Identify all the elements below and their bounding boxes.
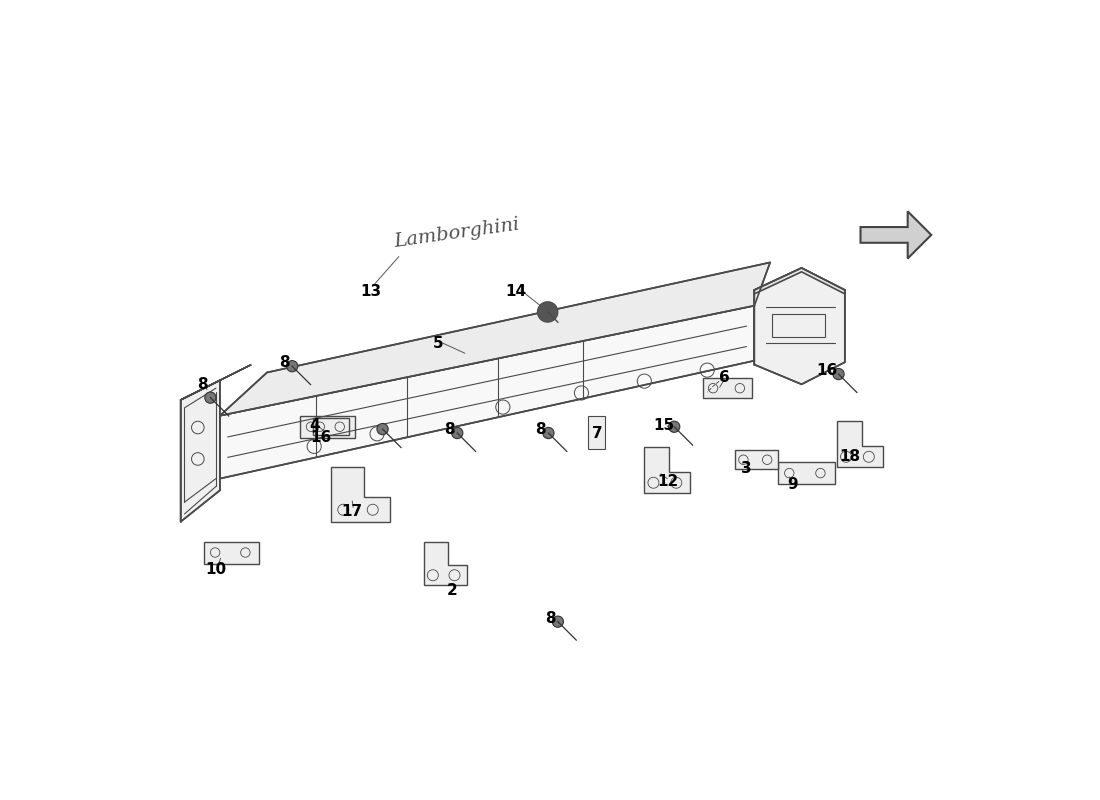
- Text: 18: 18: [839, 449, 861, 464]
- Text: 16: 16: [816, 362, 837, 378]
- Text: 9: 9: [786, 478, 798, 492]
- Polygon shape: [645, 447, 690, 493]
- Polygon shape: [220, 306, 755, 478]
- Text: 8: 8: [197, 377, 208, 392]
- Circle shape: [452, 427, 463, 438]
- Text: 15: 15: [653, 418, 674, 433]
- FancyBboxPatch shape: [735, 450, 778, 469]
- Circle shape: [542, 427, 554, 438]
- Text: 16: 16: [310, 430, 331, 446]
- Polygon shape: [425, 542, 468, 585]
- Circle shape: [538, 302, 558, 322]
- Polygon shape: [860, 211, 932, 258]
- Polygon shape: [331, 467, 390, 522]
- Text: 12: 12: [658, 474, 679, 490]
- Circle shape: [377, 423, 388, 434]
- Text: 2: 2: [447, 582, 458, 598]
- Text: 8: 8: [279, 354, 289, 370]
- Text: 8: 8: [444, 422, 454, 438]
- FancyBboxPatch shape: [312, 418, 349, 435]
- Text: 4: 4: [309, 418, 319, 433]
- Text: 8: 8: [544, 611, 556, 626]
- Text: 5: 5: [433, 336, 443, 351]
- Text: 10: 10: [206, 562, 227, 577]
- FancyBboxPatch shape: [703, 378, 752, 398]
- Circle shape: [669, 421, 680, 432]
- FancyBboxPatch shape: [587, 416, 605, 449]
- Text: 14: 14: [506, 284, 527, 299]
- Text: 13: 13: [360, 284, 382, 299]
- Text: Lamborghini: Lamborghini: [393, 215, 520, 250]
- Text: 3: 3: [741, 461, 751, 476]
- Text: 17: 17: [341, 504, 363, 519]
- Polygon shape: [180, 365, 251, 400]
- FancyBboxPatch shape: [205, 542, 260, 563]
- Polygon shape: [755, 268, 845, 294]
- Text: 7: 7: [592, 426, 603, 441]
- Polygon shape: [220, 262, 770, 416]
- Circle shape: [205, 392, 216, 403]
- Text: 8: 8: [536, 422, 546, 438]
- Polygon shape: [755, 268, 845, 384]
- Circle shape: [286, 361, 298, 372]
- Polygon shape: [837, 422, 882, 467]
- FancyBboxPatch shape: [300, 416, 355, 438]
- Text: 6: 6: [719, 370, 730, 386]
- Polygon shape: [180, 380, 220, 522]
- Circle shape: [552, 616, 563, 627]
- Circle shape: [833, 369, 844, 380]
- FancyBboxPatch shape: [778, 462, 835, 484]
